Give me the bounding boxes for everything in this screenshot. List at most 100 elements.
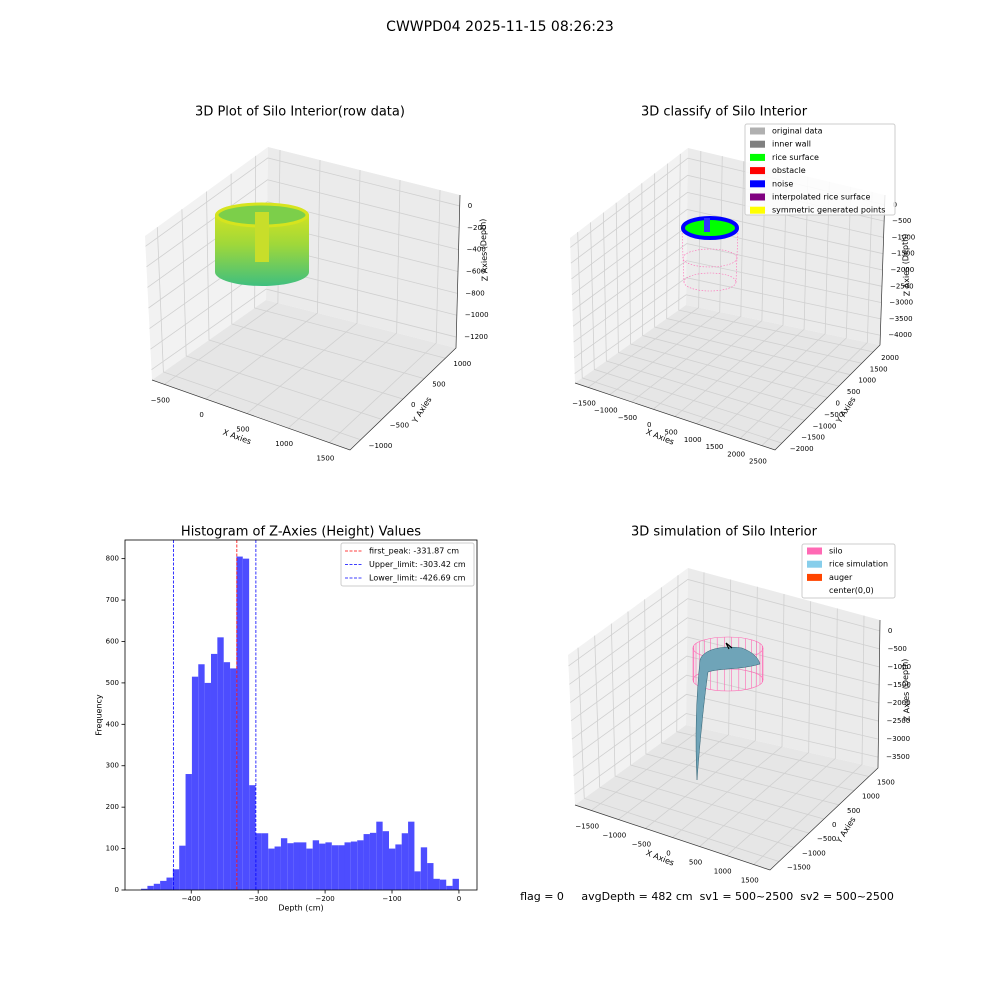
z-tick-label: −1000 bbox=[465, 311, 489, 319]
grid-line bbox=[570, 636, 880, 722]
grid-line bbox=[572, 674, 879, 758]
x-tick-label: 500 bbox=[236, 426, 249, 434]
z-tick-label: −3500 bbox=[886, 753, 910, 761]
z-tick-label: −3000 bbox=[886, 735, 910, 743]
grid-line bbox=[164, 149, 281, 385]
grid-line bbox=[644, 599, 840, 806]
grid-line bbox=[329, 189, 441, 444]
bar bbox=[255, 833, 262, 890]
axis-label: Y Axies bbox=[410, 395, 434, 425]
grid-line bbox=[753, 615, 865, 865]
legend-swatch bbox=[750, 180, 765, 188]
y-tick-label: 1500 bbox=[877, 779, 895, 787]
legend-swatch bbox=[807, 573, 822, 581]
legend-label: center(0,0) bbox=[829, 586, 874, 595]
z-tick-label: −400 bbox=[467, 246, 486, 254]
bar bbox=[166, 877, 173, 890]
bar bbox=[331, 845, 339, 890]
legend-label: obstacle bbox=[772, 166, 806, 175]
y-tick-label: −1000 bbox=[369, 442, 393, 450]
bar bbox=[230, 668, 237, 890]
axis-label: Z Axies (Depth) bbox=[900, 659, 911, 722]
auger bbox=[725, 642, 733, 650]
x-tick-label: −1000 bbox=[594, 407, 618, 415]
bar bbox=[325, 842, 332, 890]
bar bbox=[312, 840, 320, 890]
bar bbox=[217, 637, 224, 890]
y-tick-label: 0 bbox=[836, 400, 840, 408]
z-tick-label: −1500 bbox=[891, 250, 915, 258]
grid-line bbox=[246, 169, 361, 414]
legend-swatch bbox=[750, 193, 765, 201]
y-tick-label: −1500 bbox=[801, 434, 825, 442]
y-tick-label: 1000 bbox=[858, 377, 876, 385]
bar bbox=[280, 838, 288, 890]
grid-line bbox=[674, 171, 787, 417]
x-tick-label: 500 bbox=[664, 429, 677, 437]
y-tick-label: −2000 bbox=[790, 445, 814, 453]
bar bbox=[306, 848, 313, 890]
y-tick-label: 0 bbox=[115, 886, 119, 894]
grid-line bbox=[672, 593, 785, 838]
grid-line bbox=[618, 579, 732, 820]
grid-line bbox=[572, 243, 883, 327]
bar bbox=[198, 664, 205, 890]
y-tick-label: −500 bbox=[390, 421, 409, 429]
y-tick-label: 0 bbox=[832, 821, 836, 829]
wireframe bbox=[681, 229, 739, 283]
grid-line bbox=[641, 183, 840, 387]
grid-line bbox=[590, 222, 794, 433]
y-tick-label: 0 bbox=[411, 401, 415, 409]
y-tick-label: 500 bbox=[432, 381, 445, 389]
bar bbox=[261, 833, 269, 890]
bar bbox=[179, 845, 186, 890]
x-tick-label: −100 bbox=[382, 895, 401, 903]
grid-line bbox=[568, 579, 880, 667]
grid-line bbox=[571, 655, 879, 740]
legend-swatch bbox=[807, 547, 822, 555]
grid-line bbox=[761, 191, 873, 446]
bar bbox=[357, 840, 364, 890]
legend-label: auger bbox=[829, 573, 853, 582]
grid-line bbox=[610, 623, 810, 834]
bar bbox=[172, 869, 180, 890]
grid-line bbox=[206, 191, 404, 400]
grid-line bbox=[609, 156, 723, 395]
y-tick-label: 500 bbox=[106, 679, 119, 687]
grid-line bbox=[631, 161, 745, 403]
axis-label: Z Axies (Depth) bbox=[478, 219, 489, 282]
x-axis-label: Depth (cm) bbox=[278, 904, 323, 913]
z-tick-label: −200 bbox=[467, 224, 486, 232]
chart-title: 3D classify of Silo Interior bbox=[641, 105, 808, 120]
x-tick-label: 0 bbox=[199, 411, 203, 419]
y-tick-label: 500 bbox=[847, 807, 860, 815]
y-tick-label: −1000 bbox=[813, 422, 837, 430]
grid-line bbox=[151, 288, 457, 371]
grid-line bbox=[577, 232, 782, 444]
y-tick-label: 300 bbox=[106, 762, 119, 770]
grid-line bbox=[574, 294, 881, 374]
rice-surface bbox=[695, 646, 761, 781]
bar bbox=[210, 653, 218, 890]
grid-line bbox=[645, 586, 758, 829]
x-tick-label: 1000 bbox=[714, 868, 732, 876]
grid-line bbox=[569, 617, 880, 703]
bar bbox=[287, 843, 294, 890]
z-tick-label: 0 bbox=[468, 202, 472, 210]
chart-title: 3D Plot of Silo Interior(row data) bbox=[195, 105, 405, 120]
x-tick-label: −1000 bbox=[602, 831, 626, 839]
z-tick-label: −1500 bbox=[887, 681, 911, 689]
legend-label: noise bbox=[772, 179, 793, 188]
wireframe bbox=[682, 248, 738, 268]
legend-box bbox=[744, 123, 896, 216]
legend-label: interpolated rice surface bbox=[772, 193, 870, 202]
grid-line bbox=[287, 179, 401, 429]
x-tick-label: 1500 bbox=[316, 455, 334, 463]
legend-label: original data bbox=[772, 127, 823, 136]
legend-label: Lower_limit: -426.69 cm bbox=[369, 574, 466, 583]
z-tick-label: −2500 bbox=[887, 717, 911, 725]
chart-title: 3D simulation of Silo Interior bbox=[631, 525, 818, 540]
bar bbox=[414, 871, 421, 890]
bar bbox=[395, 844, 402, 890]
